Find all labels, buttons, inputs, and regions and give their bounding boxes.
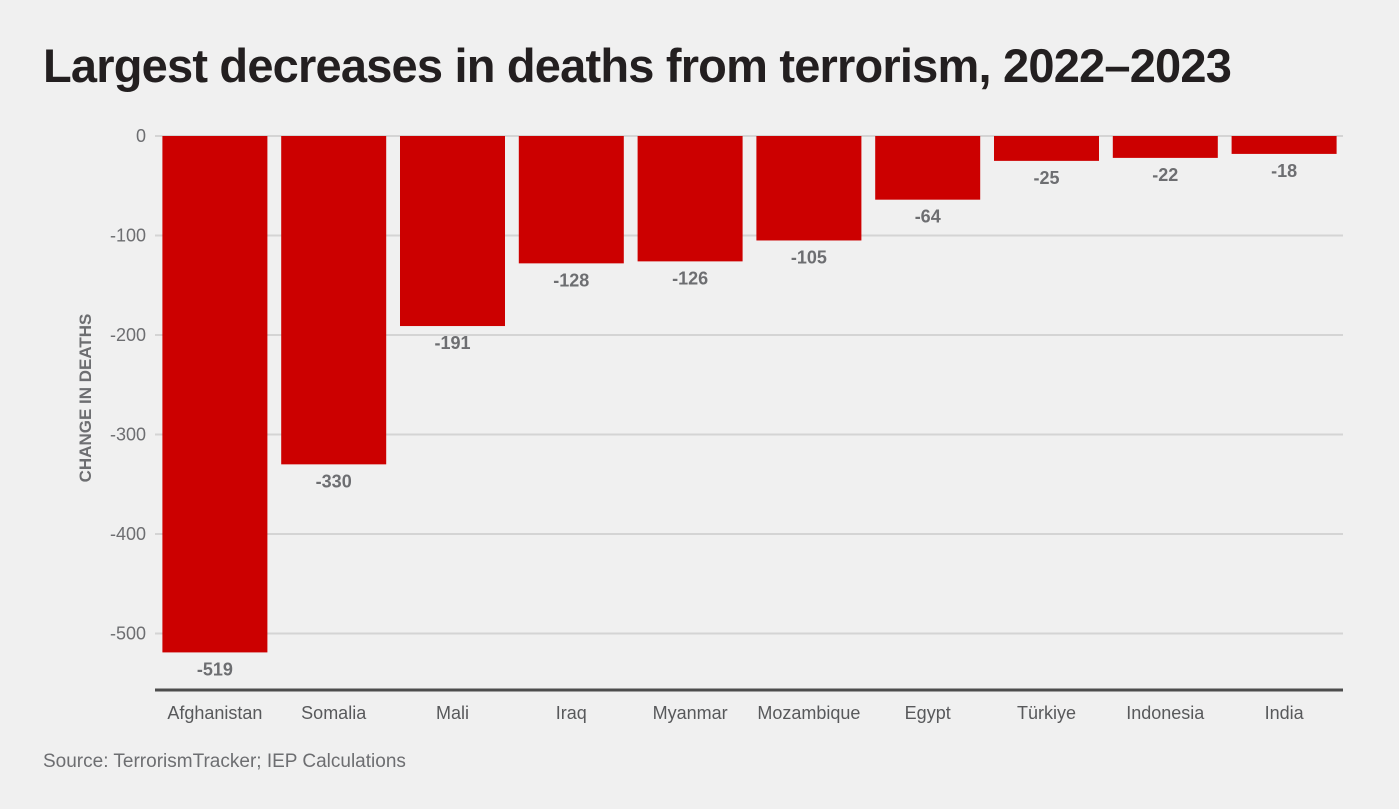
- bar: [637, 136, 743, 262]
- bar: [518, 136, 624, 264]
- chart-title: Largest decreases in deaths from terrori…: [43, 39, 1232, 92]
- y-tick-label: -400: [110, 524, 146, 544]
- bar: [162, 136, 268, 653]
- bar: [1112, 136, 1218, 158]
- bars: [162, 136, 1337, 653]
- x-tick-label: Türkiye: [1017, 703, 1076, 723]
- x-tick-label: Myanmar: [653, 703, 728, 723]
- y-tick-label: -100: [110, 226, 146, 246]
- x-tick-label: Mali: [436, 703, 469, 723]
- x-tick-label: Afghanistan: [167, 703, 262, 723]
- bar: [281, 136, 387, 465]
- bar: [400, 136, 505, 327]
- x-tick-label: Somalia: [301, 703, 367, 723]
- y-tick-label: -200: [110, 325, 146, 345]
- y-tick-label: -500: [110, 624, 146, 644]
- data-label: -126: [672, 268, 708, 288]
- x-tick-label: Iraq: [556, 703, 587, 723]
- x-tick-label: India: [1265, 703, 1305, 723]
- y-tick-label: 0: [136, 126, 146, 146]
- data-label: -128: [553, 270, 589, 290]
- bar: [994, 136, 1099, 161]
- data-label: -330: [316, 471, 352, 491]
- y-tick-labels: 0 -100 -200 -300 -400 -500: [110, 126, 146, 644]
- data-label: -25: [1033, 168, 1059, 188]
- data-label: -18: [1271, 161, 1297, 181]
- x-tick-label: Mozambique: [757, 703, 860, 723]
- x-tick-labels: Afghanistan Somalia Mali Iraq Myanmar Mozambi…: [167, 703, 1304, 723]
- x-tick-label: Indonesia: [1126, 703, 1205, 723]
- data-label: -519: [197, 659, 233, 679]
- data-label: -105: [791, 247, 827, 267]
- bar: [875, 136, 981, 200]
- data-label: -64: [915, 207, 941, 227]
- bar: [1231, 136, 1337, 154]
- bar: [756, 136, 862, 241]
- x-tick-label: Egypt: [905, 703, 951, 723]
- data-label: -191: [434, 333, 470, 353]
- y-tick-label: -300: [110, 425, 146, 445]
- data-label: -22: [1152, 165, 1178, 185]
- data-labels: -519 -330 -191 -128 -126 -105 -64 -25 -22 -18: [197, 161, 1297, 679]
- source-note: Source: TerrorismTracker; IEP Calculatio…: [43, 751, 406, 772]
